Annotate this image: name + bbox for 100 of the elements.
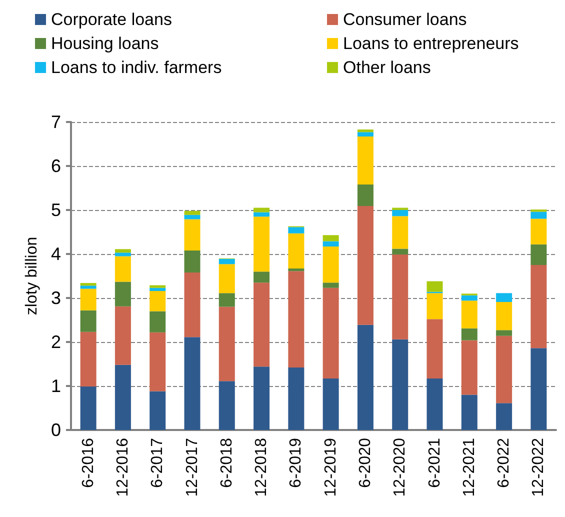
bar <box>461 328 478 340</box>
bar <box>530 265 547 348</box>
bar <box>218 293 235 307</box>
bar <box>218 381 235 430</box>
bar <box>392 216 408 249</box>
bar <box>114 252 131 256</box>
y-tick-label: 6 <box>50 156 61 176</box>
bar <box>357 129 374 132</box>
bar <box>184 219 200 250</box>
bar <box>114 306 131 365</box>
bar <box>184 337 200 430</box>
bar <box>392 210 408 216</box>
bar <box>218 258 235 264</box>
bar <box>218 306 235 382</box>
bar <box>184 210 200 215</box>
bar <box>114 256 131 282</box>
x-tick-label: 6-2021 <box>426 438 444 488</box>
bar <box>114 364 131 430</box>
x-tick-label: 6-2018 <box>218 438 236 488</box>
bar <box>254 212 270 217</box>
x-tick-label: 12-2017 <box>184 438 201 497</box>
bar <box>322 246 339 283</box>
bar <box>392 248 408 254</box>
y-tick-label: 0 <box>50 420 61 440</box>
x-tick-label: 12-2016 <box>114 438 132 497</box>
x-tick-label: 6-2016 <box>80 438 97 488</box>
legend-label: Consumer loans <box>343 10 467 29</box>
bar <box>80 286 96 289</box>
bar <box>254 272 270 283</box>
x-tick-label: 12-2021 <box>460 438 478 497</box>
bar <box>288 368 304 430</box>
bar <box>392 339 408 430</box>
bar <box>357 324 374 430</box>
bar <box>254 282 270 367</box>
bar <box>80 283 96 286</box>
bar <box>357 136 374 184</box>
x-tick-label: 6-2019 <box>288 438 305 488</box>
bar <box>322 378 339 430</box>
bar <box>392 254 408 340</box>
bar <box>426 319 443 379</box>
bar <box>426 293 443 320</box>
bar <box>322 241 339 247</box>
bar <box>357 184 374 206</box>
bar <box>114 282 131 306</box>
legend-label: Other loans <box>343 58 431 77</box>
y-tick-label: 4 <box>50 244 61 264</box>
bar <box>461 340 478 395</box>
bar <box>357 206 374 325</box>
y-tick-label: 7 <box>50 112 61 132</box>
bar <box>150 311 166 332</box>
bar <box>496 336 512 404</box>
legend-label: Corporate loans <box>51 10 172 29</box>
bar <box>496 403 512 430</box>
bar <box>288 227 304 234</box>
bar <box>530 218 547 244</box>
legend-label: Housing loans <box>51 34 159 53</box>
bar <box>461 300 478 328</box>
bar <box>496 302 512 330</box>
bar <box>357 132 374 137</box>
y-axis-title: zloty billion <box>24 236 41 316</box>
bar <box>80 288 96 310</box>
y-tick-label: 1 <box>50 376 61 396</box>
x-tick-label: 12-2019 <box>322 438 340 497</box>
y-tick-label: 3 <box>50 288 61 308</box>
bar <box>461 394 478 430</box>
x-tick-label: 12-2022 <box>530 438 548 497</box>
bar <box>496 293 512 302</box>
bar <box>184 272 200 338</box>
bar <box>150 391 166 430</box>
bar <box>114 249 131 253</box>
bar <box>322 288 339 379</box>
bar <box>322 235 339 242</box>
x-tick-label: 12-2018 <box>253 438 270 497</box>
bar <box>218 264 235 294</box>
bar <box>184 214 200 220</box>
bar <box>530 212 547 219</box>
bar <box>426 378 443 430</box>
bar <box>288 268 304 272</box>
y-tick-label: 2 <box>50 332 61 352</box>
bar <box>80 310 96 332</box>
bar <box>254 366 270 430</box>
bar <box>254 208 270 212</box>
bar <box>461 295 478 301</box>
bar <box>254 216 270 272</box>
legend-label: Loans to indiv. farmers <box>51 58 222 77</box>
bar <box>80 332 96 386</box>
y-tick-label: 5 <box>50 200 61 220</box>
bar <box>288 271 304 368</box>
bar <box>184 250 200 272</box>
bar <box>80 386 96 430</box>
bar <box>496 330 512 336</box>
x-tick-label: 6-2020 <box>356 438 374 488</box>
bar <box>426 281 443 292</box>
bar <box>150 285 166 288</box>
x-tick-label: 6-2017 <box>149 438 166 488</box>
bar <box>288 233 304 269</box>
legend-label: Loans to entrepreneurs <box>343 34 519 53</box>
bar <box>150 288 166 291</box>
bar <box>530 348 547 430</box>
x-tick-label: 6-2022 <box>496 438 513 488</box>
